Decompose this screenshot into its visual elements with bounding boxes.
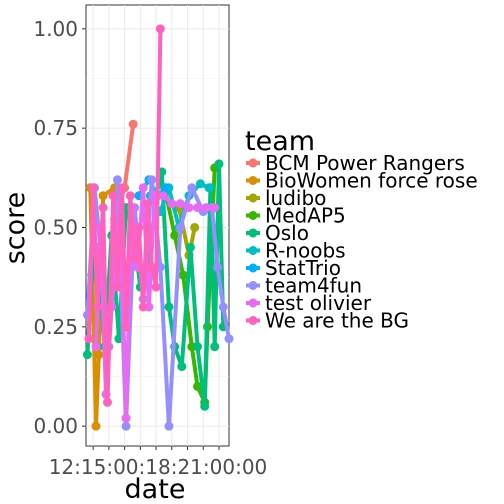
legend-key-point (249, 211, 258, 220)
data-point (113, 175, 122, 184)
data-point (167, 199, 176, 208)
legend-key-point (249, 176, 258, 185)
data-point (164, 302, 173, 311)
y-axis-title: score (0, 192, 31, 265)
data-point (134, 223, 143, 232)
y-tick-label: 0.25 (33, 315, 78, 339)
data-point (122, 422, 131, 431)
data-point (225, 334, 234, 343)
data-point (196, 179, 205, 188)
data-point (214, 159, 223, 168)
data-point (99, 203, 108, 212)
data-point (103, 398, 112, 407)
data-point (202, 203, 211, 212)
data-point (92, 342, 101, 351)
data-point (109, 191, 118, 200)
data-point (147, 175, 156, 184)
data-point (190, 223, 199, 232)
data-point (193, 203, 202, 212)
data-point (129, 120, 138, 129)
data-point (122, 414, 131, 423)
data-point (147, 263, 156, 272)
data-point (200, 402, 209, 411)
legend-key-point (249, 316, 258, 325)
data-point (139, 302, 148, 311)
data-point (113, 283, 122, 292)
data-point (152, 283, 161, 292)
data-point (176, 223, 185, 232)
data-point (204, 183, 213, 192)
legend-key-point (249, 299, 258, 308)
data-point (210, 203, 219, 212)
data-point (159, 191, 168, 200)
legend-key-point (249, 159, 258, 168)
data-point (126, 191, 135, 200)
data-point (156, 24, 165, 33)
y-tick-label: 0.75 (33, 116, 78, 140)
data-point (122, 322, 131, 331)
data-point (139, 183, 148, 192)
data-point (83, 350, 92, 359)
data-point (99, 191, 108, 200)
data-point (164, 422, 173, 431)
data-point (143, 199, 152, 208)
data-point (89, 183, 98, 192)
legend-item: We are the BG (246, 309, 409, 333)
legend-key-point (249, 229, 258, 238)
data-point (93, 302, 102, 311)
data-point (177, 362, 186, 371)
data-point (94, 350, 103, 359)
legend-key-point (249, 281, 258, 290)
y-axis: 0.00 0.25 0.50 0.75 1.00 (33, 17, 86, 438)
data-point (193, 342, 202, 351)
x-axis (93, 446, 219, 450)
data-point (84, 334, 93, 343)
data-point (213, 263, 222, 272)
data-point (92, 422, 101, 431)
data-point (162, 183, 171, 192)
data-point (130, 255, 139, 264)
y-tick-label: 0.00 (33, 414, 78, 438)
data-point (219, 302, 228, 311)
x-axis-title: date (125, 474, 186, 504)
data-point (186, 243, 195, 252)
legend-key-point (249, 264, 258, 273)
data-point (187, 183, 196, 192)
data-point (184, 203, 193, 212)
y-tick-label: 1.00 (33, 17, 78, 41)
legend-key-point (249, 194, 258, 203)
data-point (176, 199, 185, 208)
legend-label: We are the BG (265, 309, 409, 333)
data-point (117, 183, 126, 192)
legend-key-point (249, 246, 258, 255)
data-point (210, 342, 219, 351)
y-tick-label: 0.50 (33, 215, 78, 239)
